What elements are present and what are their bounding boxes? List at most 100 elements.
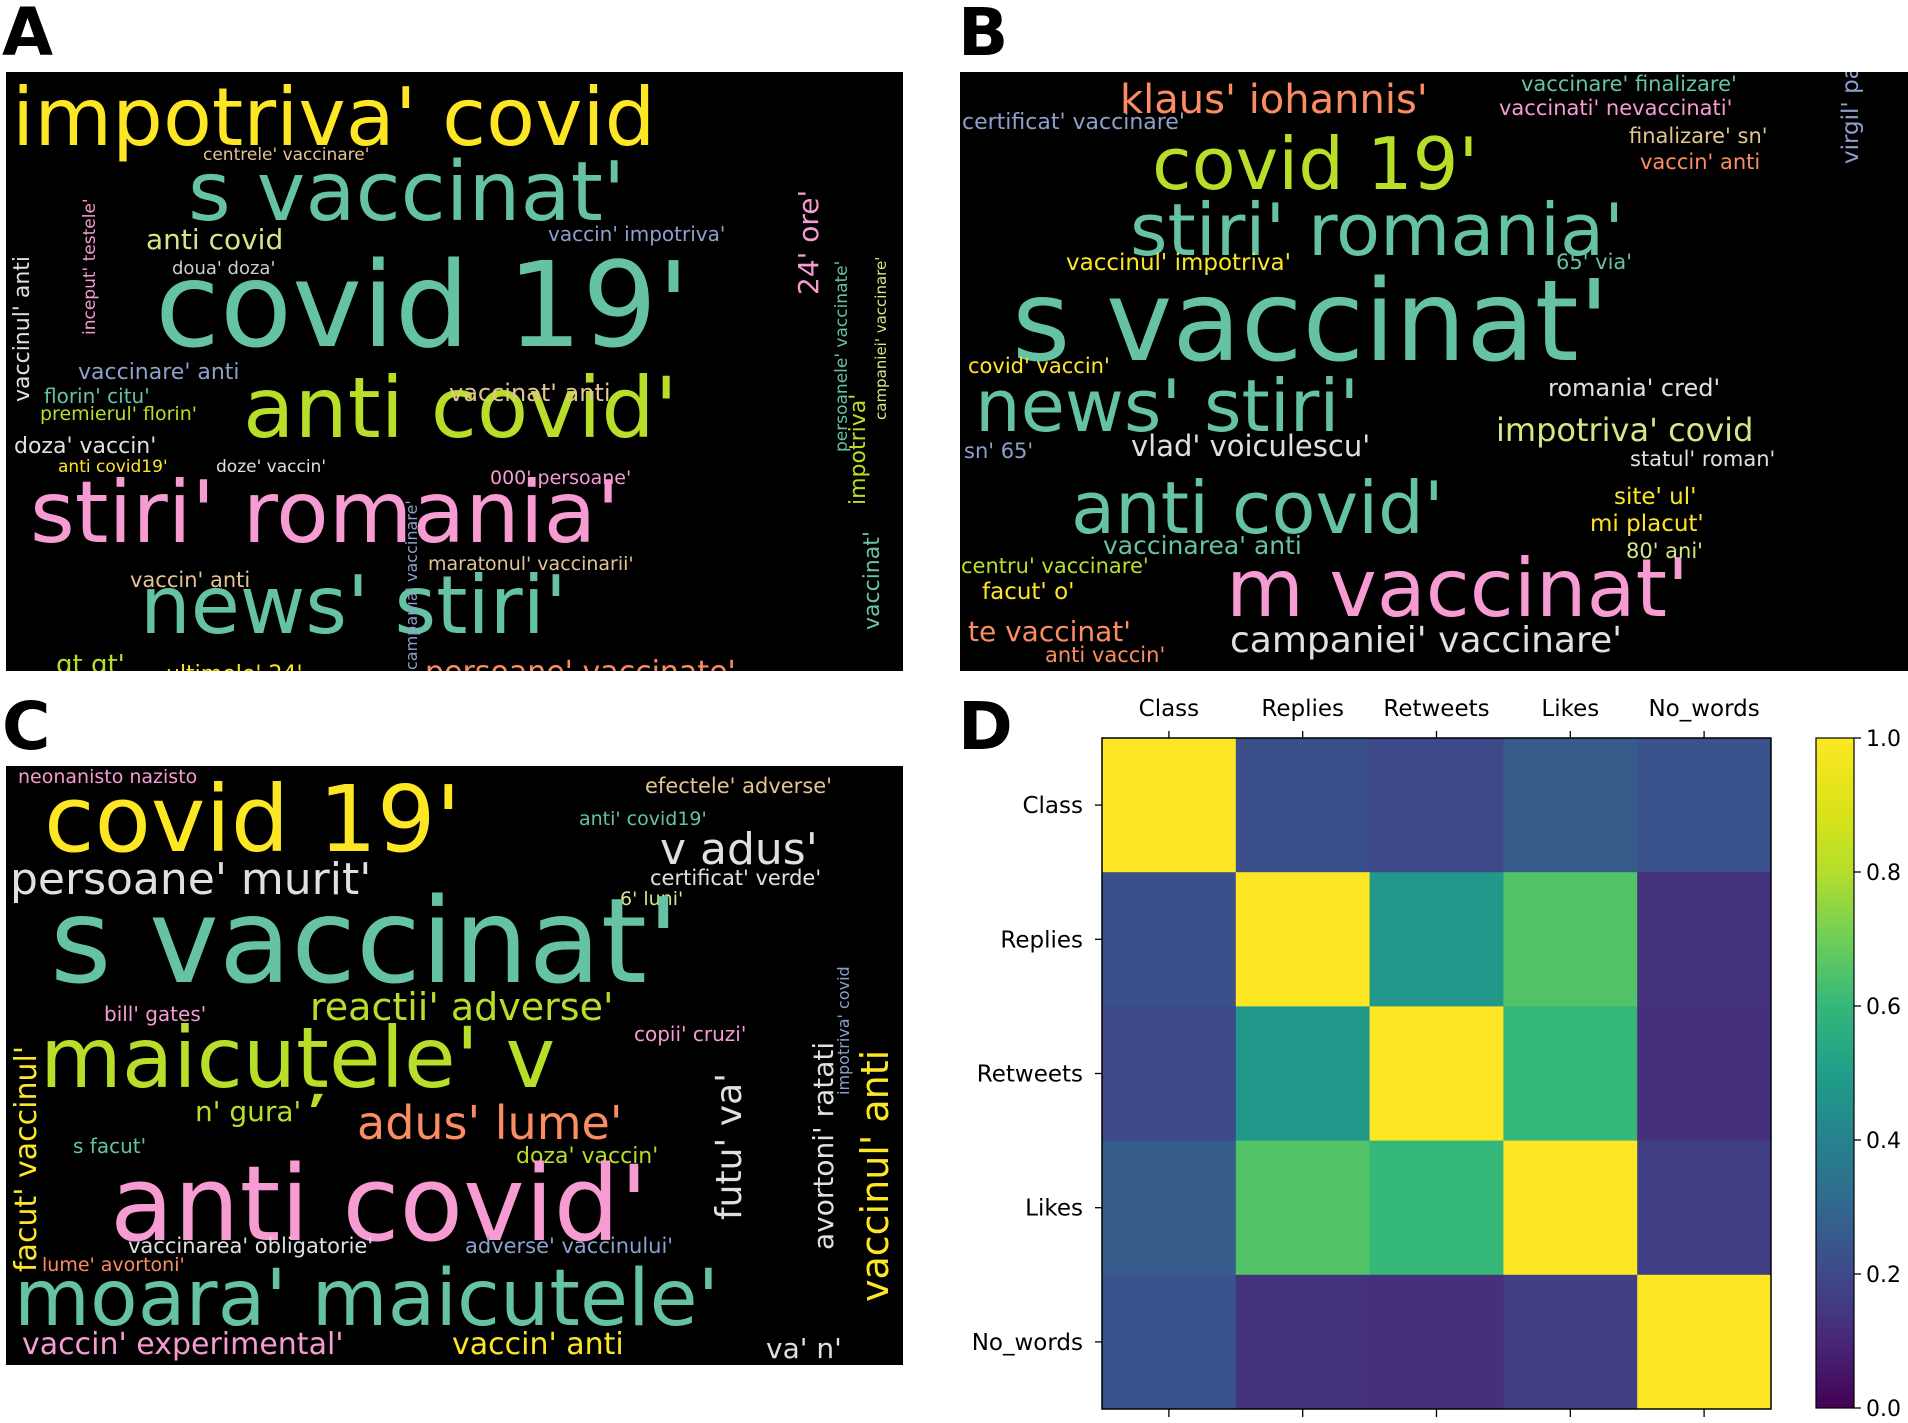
cloud-c-word: va' n'	[766, 1332, 842, 1365]
cloud-b-word: site' ul'	[1614, 484, 1697, 510]
cloud-b-word: vaccinati' nevaccinati'	[1499, 96, 1733, 120]
cloud-a-word: ultimele' 24'	[166, 664, 303, 672]
cloud-b-word: campaniei' vaccinare'	[1230, 620, 1623, 661]
cloud-a-word: campaniei' vaccinare'	[872, 256, 890, 420]
colorbar-tick-label: 0.4	[1866, 1129, 1901, 1154]
cloud-c-word: n' gura'	[195, 1095, 302, 1128]
cloud-b-word: impotriva' covid	[1496, 411, 1754, 449]
cloud-b-word: news' stiri'	[975, 364, 1360, 448]
cloud-a-word: doua' doza'	[172, 258, 276, 279]
cloud-a-word: gt gt'	[56, 650, 125, 671]
heatmap-cell-no_words-replies	[1235, 1274, 1371, 1410]
cloud-b-word: m vaccinat'	[1226, 542, 1690, 635]
cloud-c-word: reactii' adverse'	[310, 985, 614, 1029]
x-tick-label: Class	[1139, 696, 1200, 722]
cloud-a-word: anti covid'	[243, 359, 678, 457]
cloud-c-word: vaccinul' anti	[853, 1049, 897, 1302]
cloud-b-word: statul' roman'	[1630, 447, 1776, 471]
colorbar-tick-label: 0.8	[1866, 861, 1901, 886]
cloud-c-word: adverse' vaccinului'	[465, 1234, 674, 1258]
heatmap-cell-no_words-retweets	[1369, 1274, 1504, 1410]
cloud-c-word: vaccin' experimental'	[22, 1327, 344, 1362]
cloud-c-word: 6' luni'	[620, 888, 684, 910]
y-tick-label: Class	[1022, 793, 1083, 819]
cloud-a-word: vaccinat' anti	[449, 379, 611, 407]
y-tick-label: Replies	[1000, 927, 1083, 953]
colorbar-tick-label: 1.0	[1866, 727, 1901, 752]
cloud-c-word: s vaccinat'	[50, 872, 680, 1010]
cloud-c-word: facut' vaccinul'	[9, 1045, 44, 1272]
cloud-a-word: stiri' romania'	[30, 463, 620, 563]
cloud-a-word: covid 19'	[155, 236, 690, 374]
cloud-b-word: vaccin' anti	[1640, 150, 1761, 174]
x-tick-label: Replies	[1261, 696, 1344, 722]
cloud-a-word: 24' ore'	[792, 189, 825, 295]
cloud-c-word: v adus'	[660, 824, 818, 875]
cloud-c-word: vaccinarea' obligatorie'	[128, 1234, 374, 1258]
cloud-b-word: klaus' iohannis'	[1120, 77, 1428, 123]
heatmap-cell-retweets-no_words	[1637, 1006, 1772, 1142]
cloud-c-word: maicuțele' v	[40, 1009, 556, 1107]
cloud-b-word: te vaccinat'	[968, 615, 1131, 648]
cloud-a-word: anti covid	[146, 223, 284, 256]
cloud-c-word: doza' vaccin'	[516, 1144, 659, 1169]
cloud-b-word: centru' vaccinare'	[961, 554, 1149, 578]
heatmap-cell-no_words-likes	[1503, 1274, 1638, 1410]
cloud-a-word: news' stiri'	[140, 559, 567, 652]
cloud-a-word: maratonul' vaccinarii'	[428, 553, 634, 575]
word-cloud-a: impotriva' covid s vaccinat' covid 19' anti…	[6, 72, 903, 671]
cloud-c-word: anti' covid19'	[579, 808, 707, 830]
heatmap-cell-replies-replies	[1235, 872, 1371, 1007]
cloud-a-word: campania' vaccinare'	[402, 500, 421, 670]
cloud-c-word: neonanisto nazisto	[18, 766, 198, 788]
cloud-a-word: anti covid19'	[58, 457, 168, 477]
cloud-c-word: moara' maicutele'	[14, 1254, 720, 1344]
heatmap-frame	[1101, 737, 1772, 1410]
colorbar-tick-label: 0.6	[1866, 995, 1901, 1020]
cloud-b-word: stiri' romania'	[1130, 188, 1624, 272]
cloud-a-word: vaccinul' anti	[10, 255, 35, 402]
word-cloud-b: klaus' iohannis' vaccinare' finalizare' va…	[960, 72, 1908, 671]
heatmap-cell-likes-replies	[1235, 1140, 1371, 1276]
panel-label-c: C	[2, 688, 51, 765]
colorbar-tick-label: 0.2	[1866, 1263, 1901, 1288]
x-tick-label: Likes	[1541, 696, 1599, 722]
cloud-a-word: doze' vaccin'	[216, 457, 326, 477]
heatmap-cell-replies-likes	[1503, 872, 1638, 1007]
heatmap-cell-retweets-replies	[1235, 1006, 1371, 1142]
heatmap-cell-likes-likes	[1503, 1140, 1638, 1276]
y-tick-label: Likes	[1025, 1196, 1083, 1222]
heatmap-cell-retweets-retweets	[1369, 1006, 1504, 1142]
cloud-c-word: covid 19'	[44, 766, 461, 873]
cloud-a-word: premierul' florin'	[40, 403, 197, 425]
cloud-b-word: certificat' vaccinare'	[962, 110, 1185, 135]
heatmap-cell-class-likes	[1503, 738, 1638, 873]
heatmap-cell-no_words-no_words	[1637, 1274, 1772, 1410]
panel-label-b: B	[958, 0, 1009, 71]
cloud-c-word: anti covid'	[110, 1143, 649, 1265]
cloud-b-word: anti covid'	[1071, 466, 1444, 550]
heatmap-cell-replies-class	[1102, 872, 1237, 1007]
cloud-a-word: impotriva'	[846, 393, 871, 505]
heatmap-cell-class-class	[1102, 738, 1237, 873]
cloud-b-word: 65' via'	[1556, 250, 1633, 274]
cloud-b-word: romania' cred'	[1548, 374, 1721, 402]
panel-label-a: A	[2, 0, 54, 71]
cloud-b-word: virgil' paunescu'	[1838, 72, 1864, 164]
cloud-b-word: s vaccinat'	[1012, 257, 1610, 387]
cloud-a-word: doza' vaccin'	[14, 434, 157, 459]
cloud-b-word: finalizare' sn'	[1629, 124, 1768, 148]
cloud-c-word: futu' va'	[709, 1072, 750, 1220]
cloud-b-word: 80' ani'	[1626, 539, 1703, 563]
cloud-b-word: facut' o'	[982, 579, 1075, 605]
heatmap-cell-likes-class	[1102, 1140, 1237, 1276]
cloud-c-word: s facut'	[73, 1134, 147, 1158]
cloud-b-word: mi placut'	[1590, 511, 1704, 537]
cloud-b-word: vlad' voiculescu'	[1131, 429, 1371, 463]
cloud-a-word: persoane' vaccinate'	[425, 658, 736, 672]
heatmap-cell-retweets-class	[1102, 1006, 1237, 1142]
cloud-c-word: certificat' verde'	[650, 866, 822, 890]
cloud-a-word: inceput' testele'	[80, 198, 100, 335]
cloud-c-word: impotriva' covid	[834, 966, 853, 1095]
colorbar-tick-label: 0.0	[1866, 1397, 1901, 1422]
